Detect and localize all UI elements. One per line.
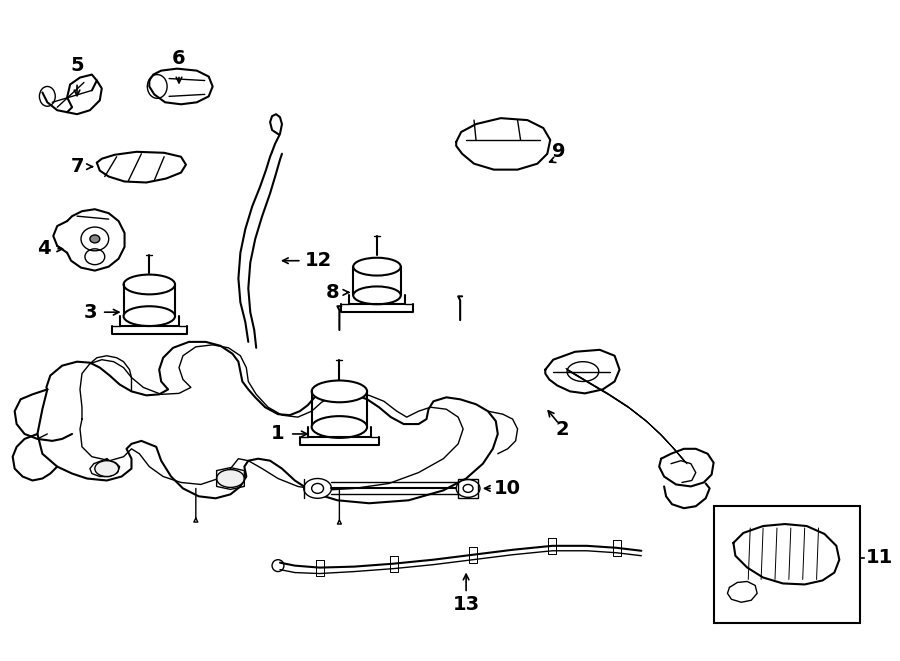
Ellipse shape	[311, 416, 367, 438]
Ellipse shape	[303, 479, 331, 498]
Ellipse shape	[123, 274, 175, 294]
Text: 10: 10	[494, 479, 521, 498]
Text: 7: 7	[70, 157, 84, 176]
Text: 9: 9	[553, 142, 566, 161]
Ellipse shape	[217, 469, 244, 487]
Ellipse shape	[456, 479, 480, 497]
Text: 6: 6	[172, 49, 185, 67]
Text: 13: 13	[453, 596, 480, 614]
Text: 8: 8	[326, 283, 339, 302]
Text: 4: 4	[37, 239, 50, 258]
Ellipse shape	[94, 461, 119, 477]
Text: 2: 2	[555, 420, 569, 438]
Bar	[714, 506, 860, 623]
Ellipse shape	[123, 306, 175, 326]
Text: 12: 12	[305, 251, 332, 270]
Ellipse shape	[311, 381, 367, 403]
Ellipse shape	[90, 235, 100, 243]
Text: 11: 11	[866, 548, 894, 567]
Bar	[458, 479, 478, 498]
Text: 1: 1	[271, 424, 285, 444]
Ellipse shape	[353, 258, 400, 276]
Text: 3: 3	[84, 303, 97, 322]
Text: 5: 5	[70, 56, 84, 75]
Ellipse shape	[353, 286, 400, 304]
